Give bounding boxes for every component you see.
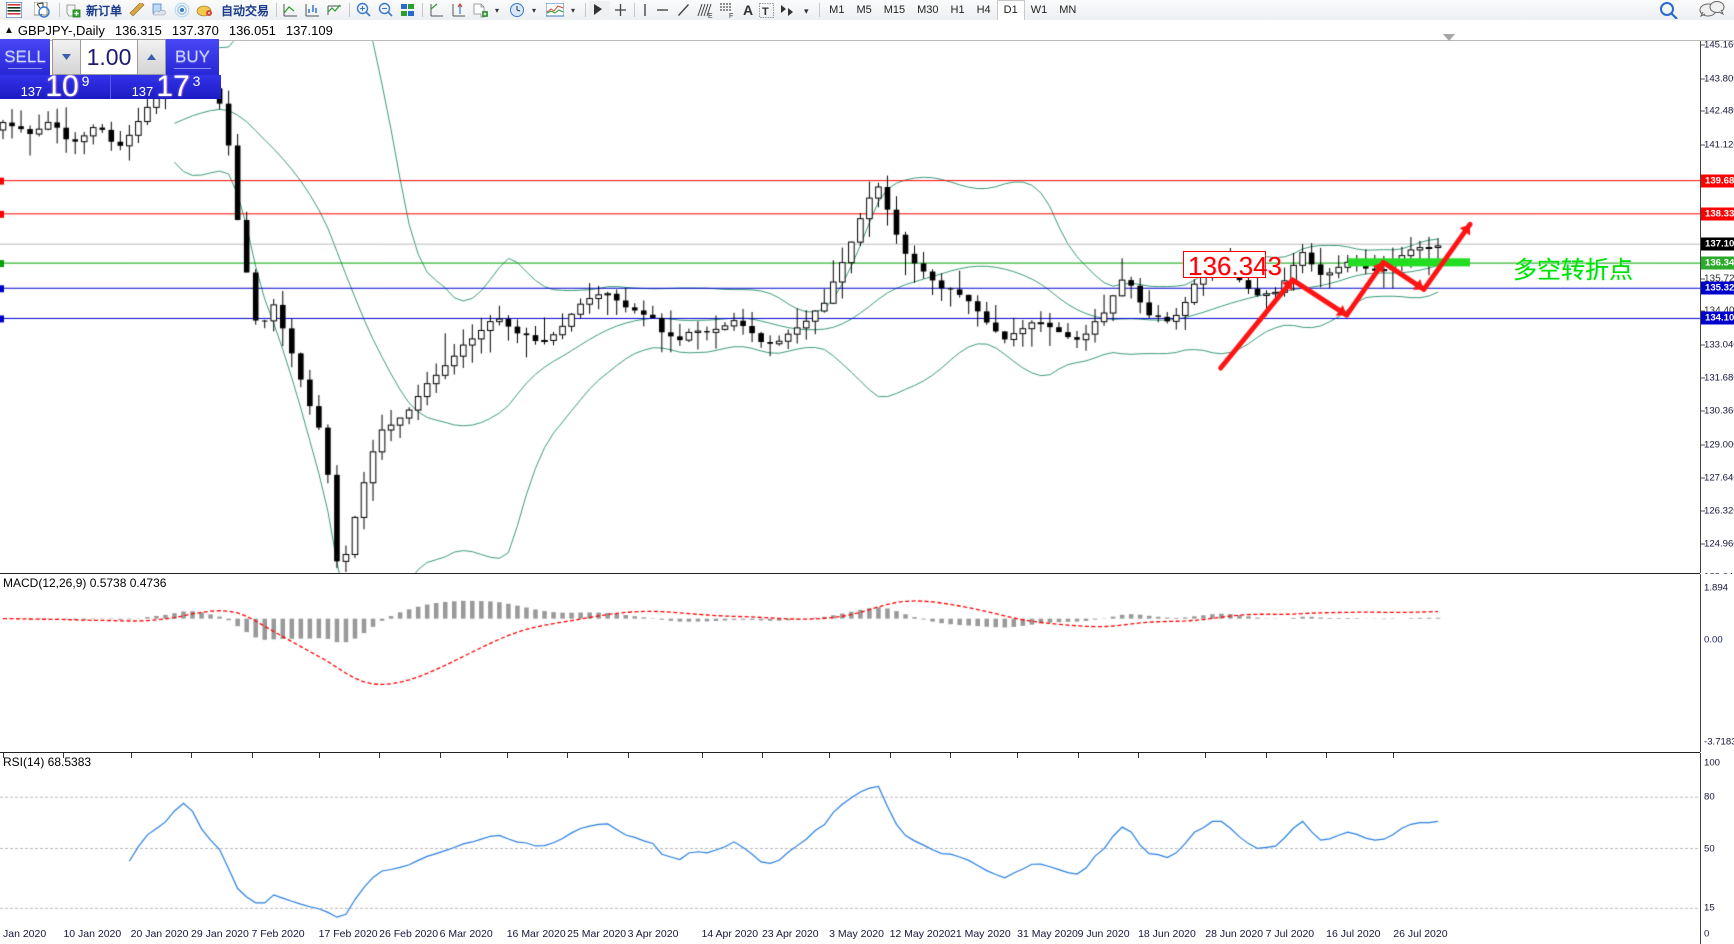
svg-text:T: T: [762, 6, 769, 18]
svg-text:▾: ▾: [571, 6, 575, 15]
svg-text:F: F: [729, 13, 733, 18]
svg-text:E: E: [708, 13, 713, 18]
svg-text:▾: ▾: [804, 6, 809, 16]
svg-text:▾: ▾: [495, 6, 499, 15]
svg-text:▾: ▾: [532, 6, 536, 15]
